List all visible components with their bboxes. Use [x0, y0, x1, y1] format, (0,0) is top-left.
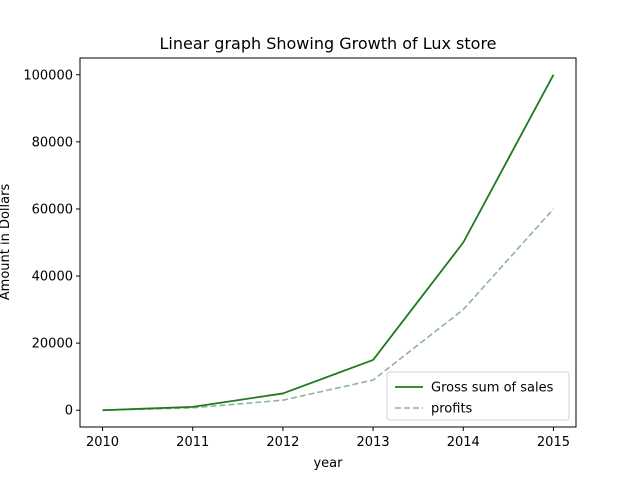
legend-label: Gross sum of sales — [431, 381, 554, 396]
x-tick-label: 2015 — [537, 435, 570, 450]
x-tick-label: 2013 — [357, 435, 390, 450]
x-tick-label: 2011 — [176, 435, 209, 450]
x-axis: 2010 2011 2012 2013 2014 2015 — [86, 427, 570, 450]
series-layer — [102, 74, 555, 412]
y-tick-label: 0 — [65, 404, 73, 419]
plot-area — [79, 57, 577, 428]
x-tick-label: 2014 — [447, 435, 480, 450]
chart-title: Linear graph Showing Growth of Lux store — [159, 34, 496, 53]
y-tick-label: 60000 — [32, 202, 73, 217]
series-line-gross-sales — [102, 74, 555, 412]
y-tick-label: 20000 — [32, 337, 73, 352]
legend-box — [386, 371, 570, 421]
x-axis-label: year — [313, 456, 343, 471]
y-tick-label: 80000 — [32, 135, 73, 150]
x-tick-label: 2010 — [86, 435, 119, 450]
legend-label: profits — [431, 402, 473, 417]
y-tick-label: 40000 — [32, 270, 73, 285]
x-tick-label: 2012 — [266, 435, 299, 450]
y-tick-label: 100000 — [23, 68, 73, 83]
y-axis-label: Amount in Dollars — [0, 184, 13, 301]
y-axis: 0 20000 40000 60000 80000 100000 — [23, 68, 80, 419]
legend: Gross sum of sales profits — [386, 371, 570, 421]
